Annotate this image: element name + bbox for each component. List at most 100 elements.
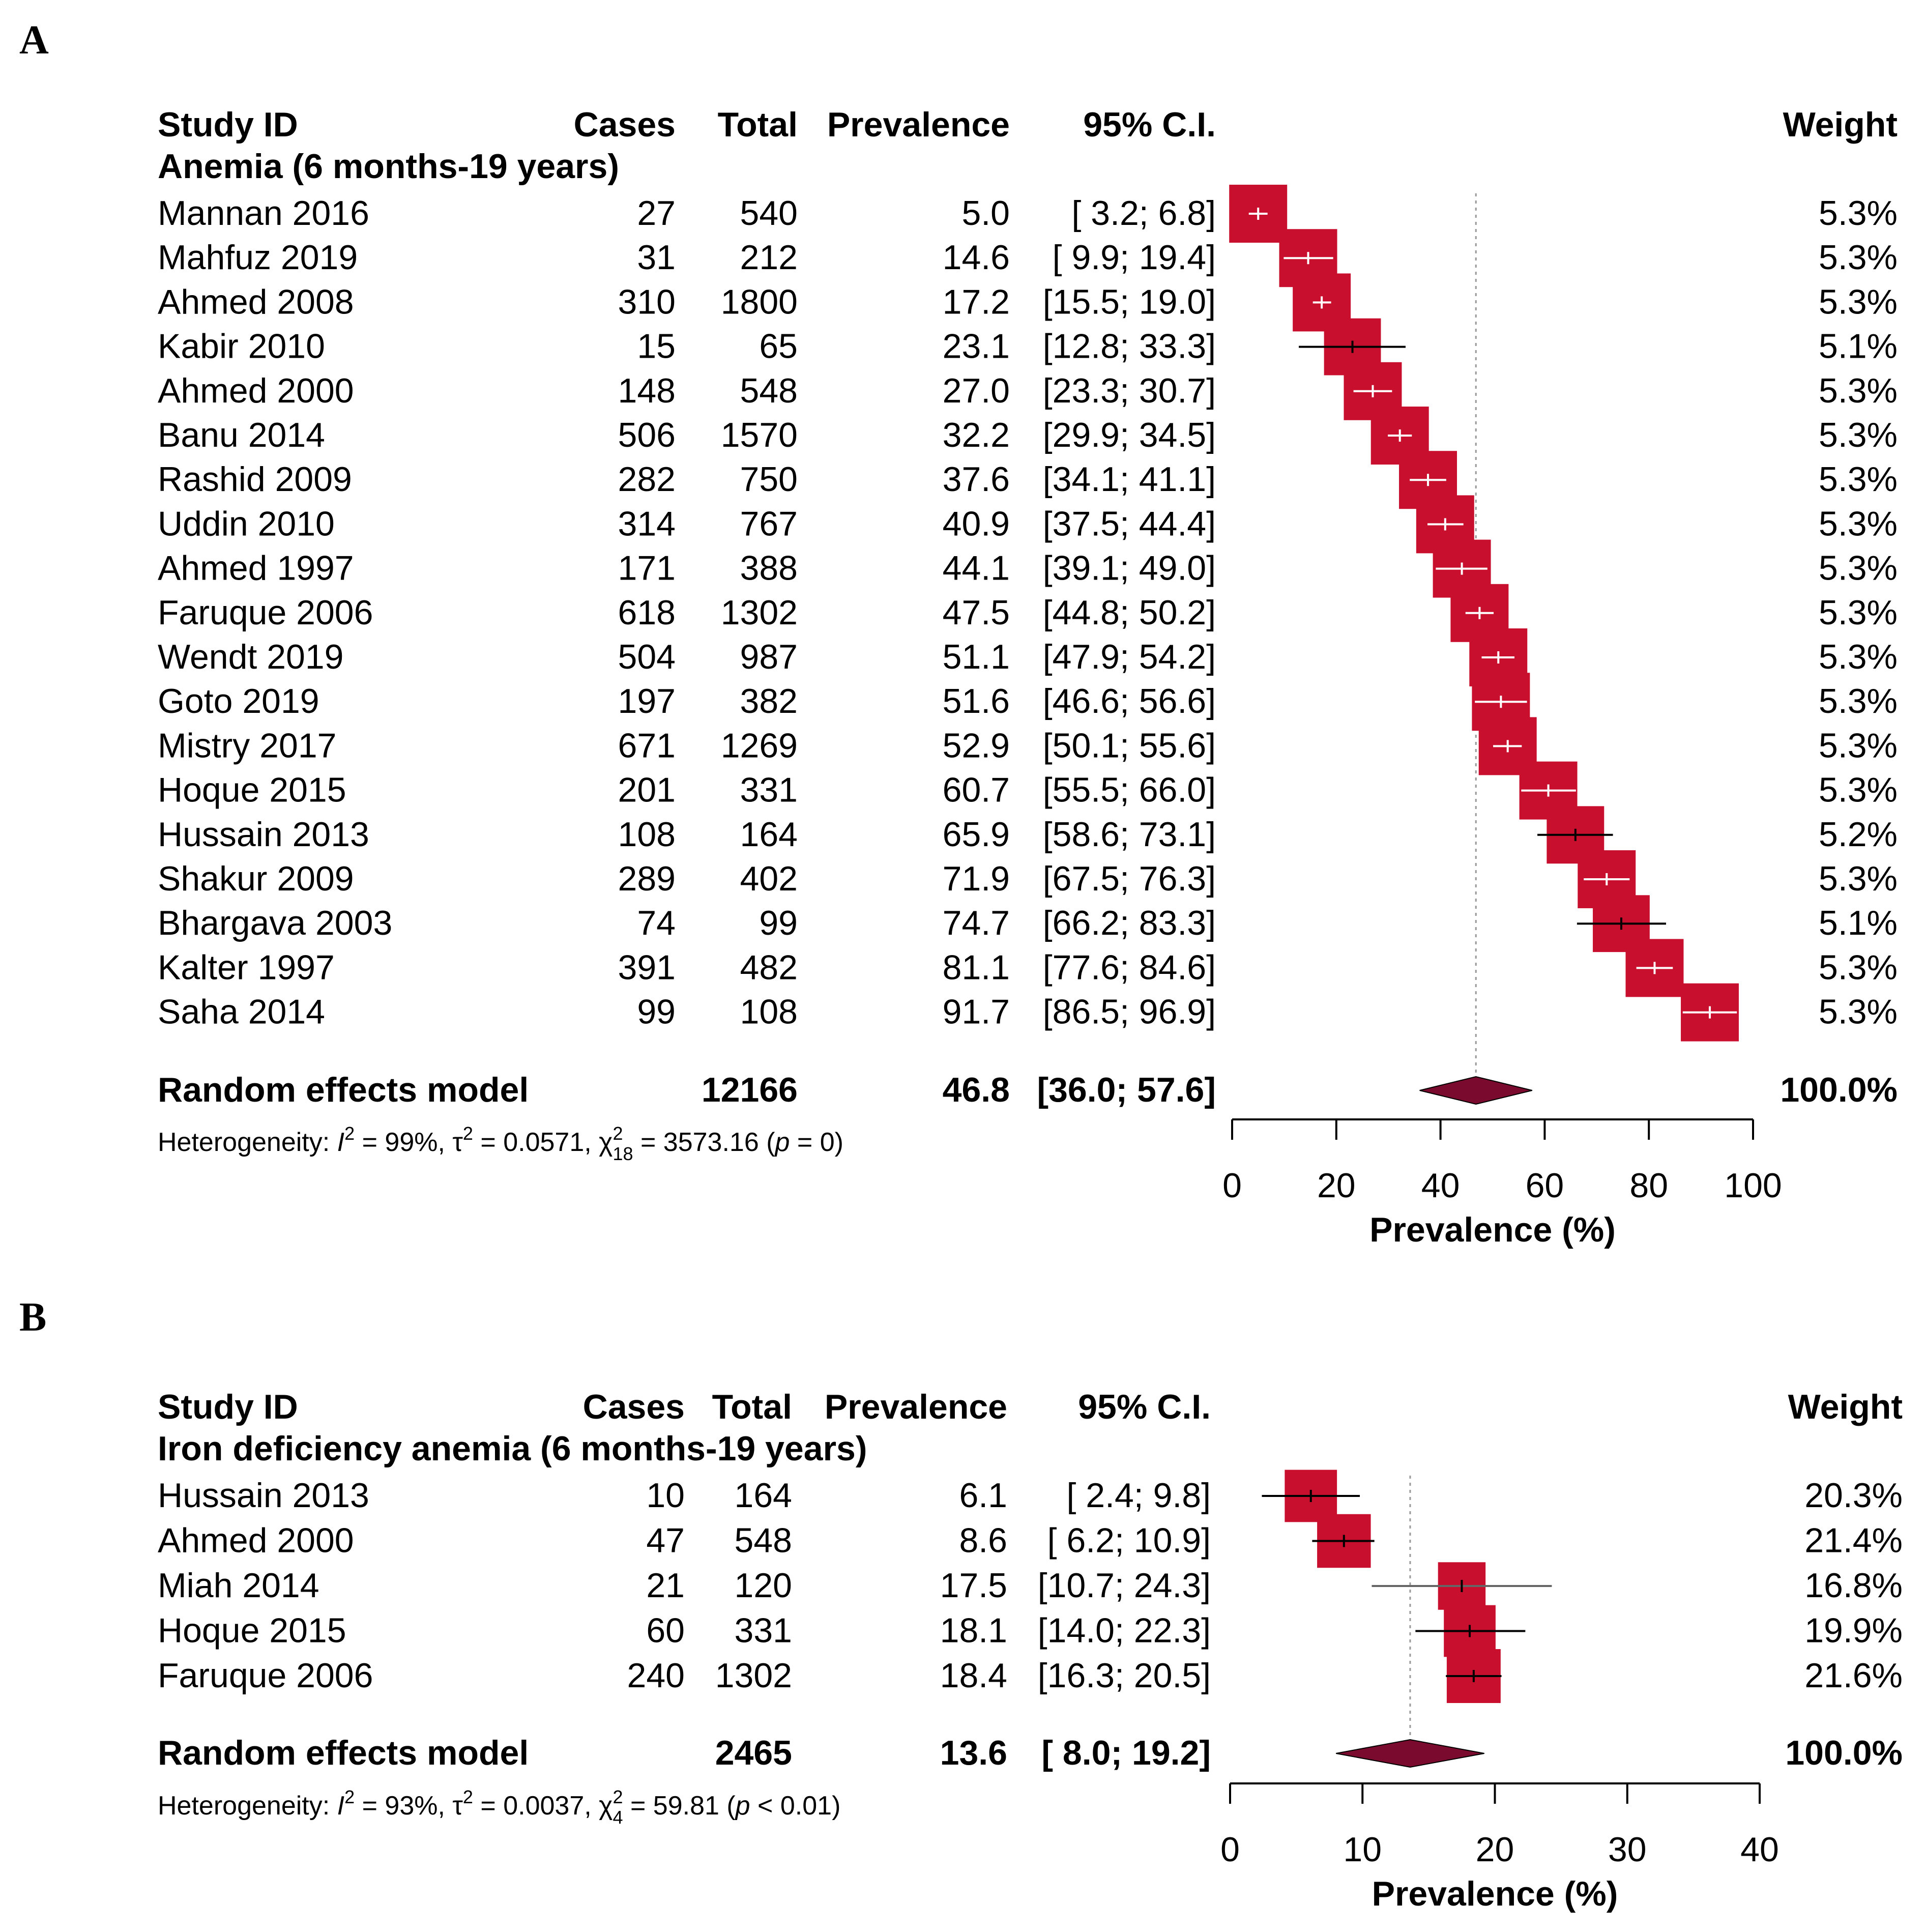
study-total: 482 — [740, 948, 798, 987]
study-total: 65 — [759, 327, 798, 366]
pooled-ci: [ 8.0; 19.2] — [1041, 1734, 1211, 1772]
study-prevalence: 23.1 — [943, 327, 1010, 366]
header-cases: Cases — [574, 105, 676, 144]
chi2-superscript: 2 — [612, 1123, 623, 1144]
study-weight: 5.3% — [1819, 194, 1898, 233]
study-ci: [55.5; 66.0] — [1043, 771, 1216, 810]
x-axis-tick-label: 10 — [1343, 1830, 1382, 1869]
study-cases: 618 — [618, 593, 676, 632]
study-prevalence: 27.0 — [943, 371, 1010, 410]
p-value: = 0) — [790, 1128, 843, 1157]
study-prevalence: 6.1 — [959, 1476, 1007, 1515]
study-ci: [ 3.2; 6.8] — [1071, 194, 1216, 233]
header-ci: 95% C.I. — [1083, 105, 1216, 144]
study-total: 1269 — [721, 726, 798, 765]
study-prevalence: 44.1 — [943, 549, 1010, 588]
study-total: 120 — [735, 1566, 792, 1605]
study-name: Hussain 2013 — [158, 815, 369, 854]
chi2-symbol: χ — [599, 1791, 612, 1821]
study-ci: [58.6; 73.1] — [1043, 815, 1216, 854]
study-cases: 314 — [618, 504, 676, 543]
study-ci: [23.3; 30.7] — [1043, 371, 1216, 410]
pooled-total: 2465 — [715, 1734, 792, 1772]
study-ci: [47.9; 54.2] — [1043, 638, 1216, 676]
chi2-value: = 59.81 ( — [623, 1791, 736, 1821]
study-weight: 5.1% — [1819, 327, 1898, 366]
study-cases: 201 — [618, 771, 676, 810]
heterogeneity-prefix: Heterogeneity: — [158, 1128, 337, 1157]
x-axis-tick-label: 20 — [1476, 1830, 1514, 1869]
header-ci: 95% C.I. — [1078, 1388, 1211, 1426]
study-prevalence: 65.9 — [943, 815, 1010, 854]
study-total: 1570 — [721, 416, 798, 454]
study-cases: 289 — [618, 859, 676, 898]
study-total: 987 — [740, 638, 798, 676]
tau2-superscript: 2 — [463, 1786, 473, 1807]
study-total: 331 — [740, 771, 798, 810]
study-total: 212 — [740, 238, 798, 277]
study-ci: [37.5; 44.4] — [1043, 504, 1216, 543]
study-name: Mahfuz 2019 — [158, 238, 358, 277]
header-total: Total — [712, 1388, 792, 1426]
study-weight: 16.8% — [1804, 1566, 1903, 1605]
panel-label: B — [19, 1295, 46, 1340]
study-prevalence: 8.6 — [959, 1521, 1007, 1560]
study-weight: 5.3% — [1819, 282, 1898, 321]
i2-superscript: 2 — [344, 1786, 355, 1807]
pooled-estimate-diamond — [1419, 1076, 1533, 1105]
header-weight: Weight — [1783, 105, 1898, 144]
chi2-df: 18 — [612, 1143, 633, 1164]
x-axis-tick-label: 30 — [1608, 1830, 1647, 1869]
study-cases: 240 — [627, 1656, 685, 1695]
subgroup-title: Anemia (6 months-19 years) — [158, 147, 619, 186]
study-cases: 47 — [646, 1521, 685, 1560]
study-name: Rashid 2009 — [158, 460, 352, 499]
study-total: 750 — [740, 460, 798, 499]
study-weight: 5.3% — [1819, 371, 1898, 410]
x-axis-tick-label: 0 — [1220, 1830, 1240, 1869]
header-study-id: Study ID — [158, 105, 298, 144]
study-cases: 60 — [646, 1611, 685, 1650]
study-name: Shakur 2009 — [158, 859, 354, 898]
chi2-symbol: χ — [599, 1128, 612, 1157]
study-weight: 20.3% — [1804, 1476, 1903, 1515]
study-prevalence: 18.4 — [940, 1656, 1007, 1695]
tau2-value: = 0.0037, — [473, 1791, 599, 1821]
study-total: 540 — [740, 194, 798, 233]
study-weight: 5.2% — [1819, 815, 1898, 854]
study-cases: 310 — [618, 282, 676, 321]
study-name: Saha 2014 — [158, 993, 325, 1031]
study-cases: 31 — [637, 238, 676, 277]
study-total: 382 — [740, 682, 798, 720]
study-cases: 21 — [646, 1566, 685, 1605]
study-ci: [46.6; 56.6] — [1043, 682, 1216, 720]
study-weight: 19.9% — [1804, 1611, 1903, 1650]
study-total: 767 — [740, 504, 798, 543]
study-ci: [67.5; 76.3] — [1043, 859, 1216, 898]
pooled-total: 12166 — [702, 1071, 798, 1109]
study-cases: 74 — [637, 904, 676, 942]
study-ci: [50.1; 55.6] — [1043, 726, 1216, 765]
study-ci: [77.6; 84.6] — [1043, 948, 1216, 987]
study-name: Uddin 2010 — [158, 504, 335, 543]
study-cases: 171 — [618, 549, 676, 588]
tau2-value: = 0.0571, — [473, 1128, 599, 1157]
pooled-label: Random effects model — [158, 1071, 529, 1109]
study-cases: 99 — [637, 993, 676, 1031]
study-total: 108 — [740, 993, 798, 1031]
pooled-ci: [36.0; 57.6] — [1037, 1071, 1216, 1109]
study-cases: 197 — [618, 682, 676, 720]
study-weight: 21.6% — [1804, 1656, 1903, 1695]
study-weight: 5.3% — [1819, 726, 1898, 765]
study-total: 164 — [740, 815, 798, 854]
study-total: 164 — [735, 1476, 792, 1515]
tau2-symbol: τ — [452, 1128, 463, 1157]
chi2-superscript: 2 — [612, 1786, 623, 1807]
study-weight: 5.3% — [1819, 549, 1898, 588]
pooled-weight: 100.0% — [1780, 1071, 1898, 1109]
study-weight: 5.3% — [1819, 593, 1898, 632]
study-ci: [14.0; 22.3] — [1038, 1611, 1211, 1650]
heterogeneity-stats: Heterogeneity: I2 = 99%, τ2 = 0.0571, χ2… — [158, 1123, 843, 1164]
study-total: 388 — [740, 549, 798, 588]
study-ci: [15.5; 19.0] — [1043, 282, 1216, 321]
